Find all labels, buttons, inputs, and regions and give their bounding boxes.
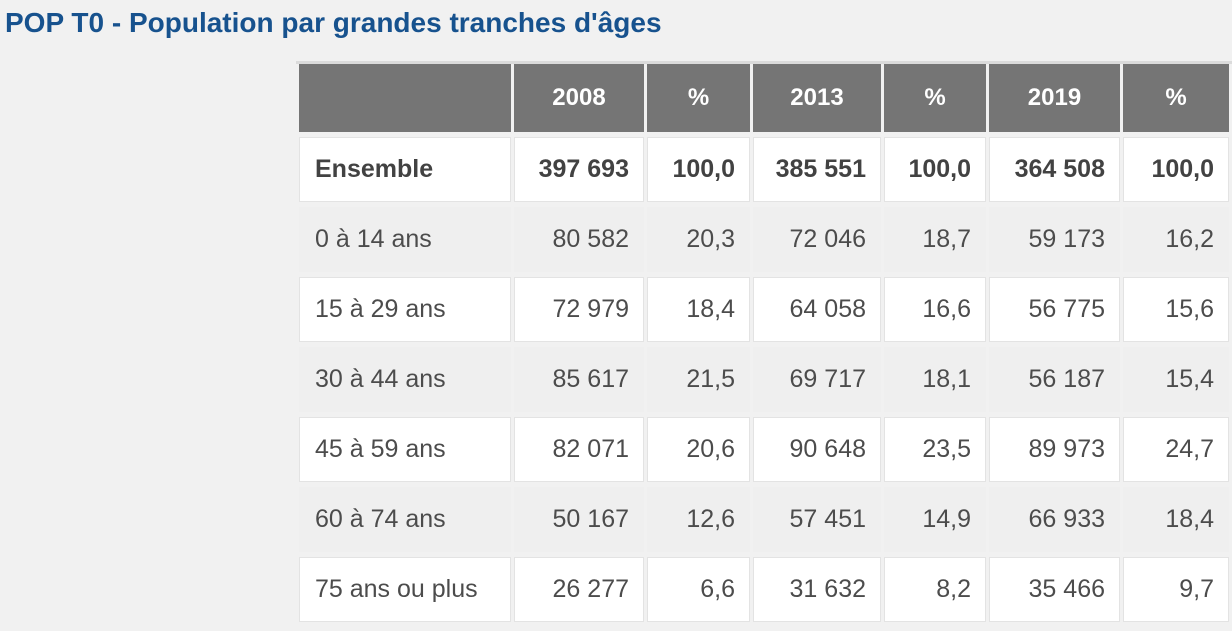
table-cell: 82 071: [514, 417, 644, 482]
table-cell: 385 551: [753, 137, 881, 202]
table-top-divider: [296, 61, 1232, 64]
table-cell: 31 632: [753, 557, 881, 622]
table-cell: 100,0: [1123, 137, 1229, 202]
table-cell: 100,0: [647, 137, 750, 202]
table-cell: 56 187: [989, 347, 1120, 412]
header-cell-2008: 2008: [514, 64, 644, 132]
row-label: Ensemble: [299, 137, 511, 202]
table-row-ensemble: Ensemble 397 693 100,0 385 551 100,0 364…: [299, 137, 1229, 202]
page-title: POP T0 - Population par grandes tranches…: [5, 7, 662, 38]
table-cell: 20,3: [647, 207, 750, 272]
header-cell-pct-2013: %: [884, 64, 986, 132]
table-cell: 23,5: [884, 417, 986, 482]
table-cell: 85 617: [514, 347, 644, 412]
table-row-15-29: 15 à 29 ans 72 979 18,4 64 058 16,6 56 7…: [299, 277, 1229, 342]
table-cell: 89 973: [989, 417, 1120, 482]
table-row-30-44: 30 à 44 ans 85 617 21,5 69 717 18,1 56 1…: [299, 347, 1229, 412]
table-cell: 364 508: [989, 137, 1120, 202]
table-cell: 9,7: [1123, 557, 1229, 622]
table-cell: 16,6: [884, 277, 986, 342]
table-cell: 20,6: [647, 417, 750, 482]
table-cell: 72 046: [753, 207, 881, 272]
table-cell: 66 933: [989, 487, 1120, 552]
table-cell: 56 775: [989, 277, 1120, 342]
table-cell: 50 167: [514, 487, 644, 552]
header-cell-pct-2019: %: [1123, 64, 1229, 132]
table-cell: 15,4: [1123, 347, 1229, 412]
table-cell: 24,7: [1123, 417, 1229, 482]
table-cell: 90 648: [753, 417, 881, 482]
row-label: 45 à 59 ans: [299, 417, 511, 482]
table-cell: 8,2: [884, 557, 986, 622]
row-label: 60 à 74 ans: [299, 487, 511, 552]
table-row-45-59: 45 à 59 ans 82 071 20,6 90 648 23,5 89 9…: [299, 417, 1229, 482]
row-label: 30 à 44 ans: [299, 347, 511, 412]
population-table: 2008 % 2013 % 2019 % Ensemble 397 693 10…: [296, 59, 1232, 627]
table-cell: 18,1: [884, 347, 986, 412]
table-cell: 57 451: [753, 487, 881, 552]
table-cell: 35 466: [989, 557, 1120, 622]
table-cell: 6,6: [647, 557, 750, 622]
table-header-row: 2008 % 2013 % 2019 %: [299, 64, 1229, 132]
header-cell-2013: 2013: [753, 64, 881, 132]
table-cell: 14,9: [884, 487, 986, 552]
table-cell: 72 979: [514, 277, 644, 342]
header-cell-empty: [299, 64, 511, 132]
header-cell-2019: 2019: [989, 64, 1120, 132]
table-row-60-74: 60 à 74 ans 50 167 12,6 57 451 14,9 66 9…: [299, 487, 1229, 552]
header-cell-pct-2008: %: [647, 64, 750, 132]
table-cell: 15,6: [1123, 277, 1229, 342]
row-label: 15 à 29 ans: [299, 277, 511, 342]
table-cell: 80 582: [514, 207, 644, 272]
table-cell: 18,7: [884, 207, 986, 272]
table-cell: 69 717: [753, 347, 881, 412]
table-cell: 21,5: [647, 347, 750, 412]
table-cell: 18,4: [1123, 487, 1229, 552]
table-row-0-14: 0 à 14 ans 80 582 20,3 72 046 18,7 59 17…: [299, 207, 1229, 272]
row-label: 75 ans ou plus: [299, 557, 511, 622]
row-label: 0 à 14 ans: [299, 207, 511, 272]
table-cell: 397 693: [514, 137, 644, 202]
table-cell: 26 277: [514, 557, 644, 622]
table-cell: 16,2: [1123, 207, 1229, 272]
table-cell: 59 173: [989, 207, 1120, 272]
table-cell: 64 058: [753, 277, 881, 342]
table-cell: 12,6: [647, 487, 750, 552]
table-cell: 18,4: [647, 277, 750, 342]
table-cell: 100,0: [884, 137, 986, 202]
table-row-75-plus: 75 ans ou plus 26 277 6,6 31 632 8,2 35 …: [299, 557, 1229, 622]
